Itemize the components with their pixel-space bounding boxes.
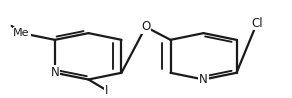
- Text: O: O: [141, 20, 150, 33]
- Text: N: N: [51, 66, 59, 79]
- Text: Cl: Cl: [251, 17, 263, 29]
- Text: N: N: [199, 73, 208, 86]
- Text: I: I: [105, 84, 108, 97]
- Text: Me: Me: [13, 28, 30, 38]
